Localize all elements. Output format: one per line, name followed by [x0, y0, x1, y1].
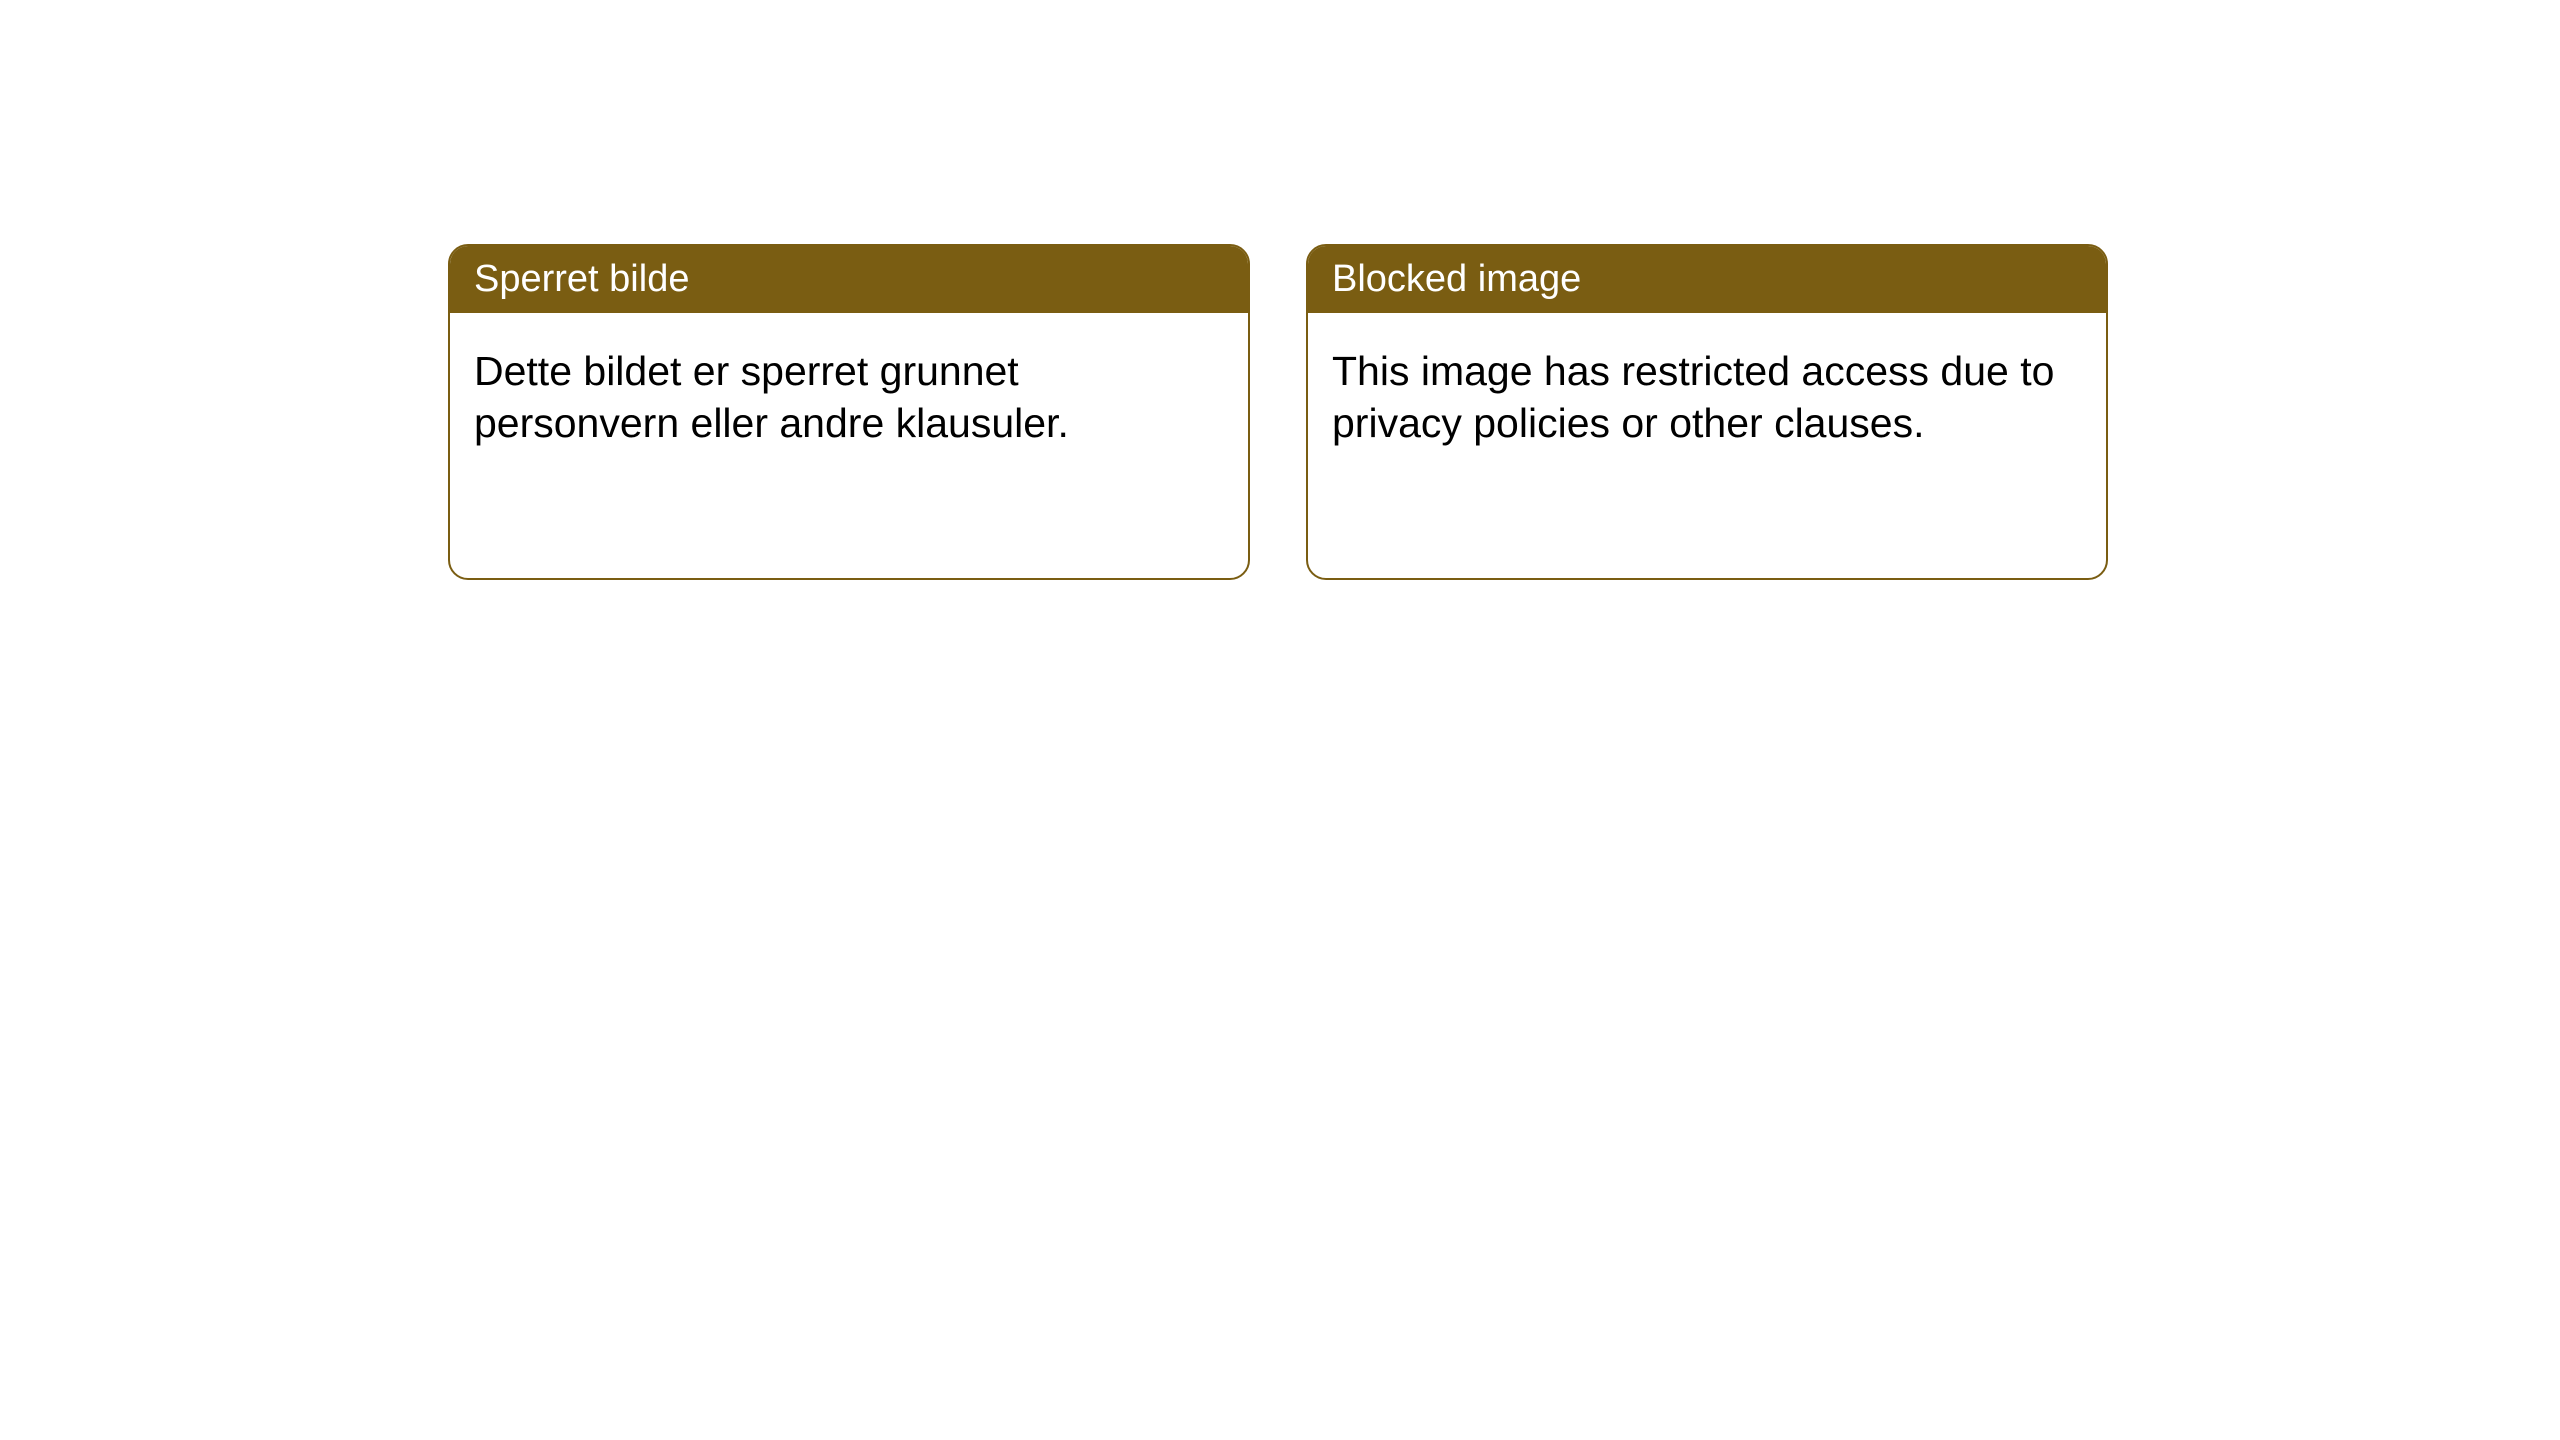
card-body: Dette bildet er sperret grunnet personve…	[450, 313, 1248, 482]
card-header: Blocked image	[1308, 246, 2106, 313]
notice-cards-container: Sperret bilde Dette bildet er sperret gr…	[0, 0, 2560, 580]
card-body: This image has restricted access due to …	[1308, 313, 2106, 482]
blocked-image-card-no: Sperret bilde Dette bildet er sperret gr…	[448, 244, 1250, 580]
card-header: Sperret bilde	[450, 246, 1248, 313]
blocked-image-card-en: Blocked image This image has restricted …	[1306, 244, 2108, 580]
